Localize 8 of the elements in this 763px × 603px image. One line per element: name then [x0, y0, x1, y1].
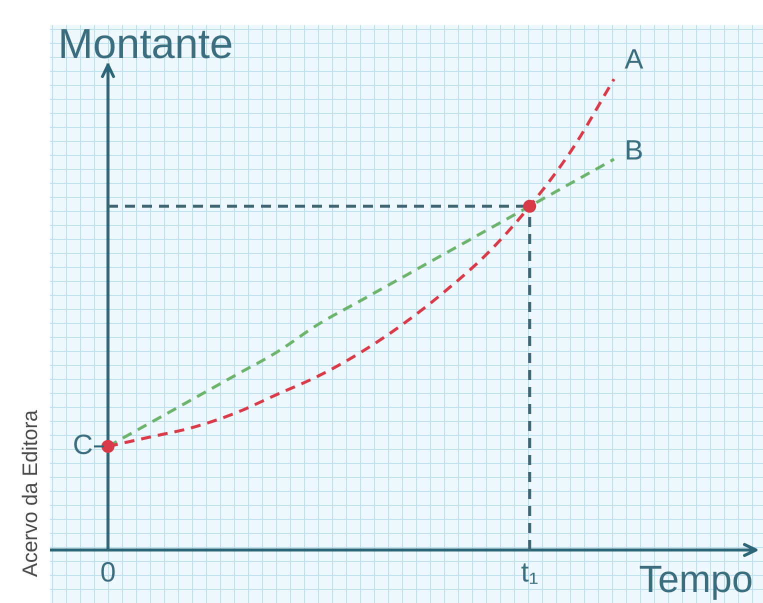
- y-axis-title: Montante: [58, 20, 234, 67]
- x-tick-label: t₁: [521, 556, 538, 588]
- text: Acervo da Editora: [19, 410, 42, 577]
- x-axis-title: Tempo: [638, 559, 753, 601]
- series-label: B: [624, 134, 644, 166]
- annotation: C: [72, 429, 93, 460]
- x-tick-label: 0: [100, 556, 116, 588]
- series-label: A: [624, 44, 644, 75]
